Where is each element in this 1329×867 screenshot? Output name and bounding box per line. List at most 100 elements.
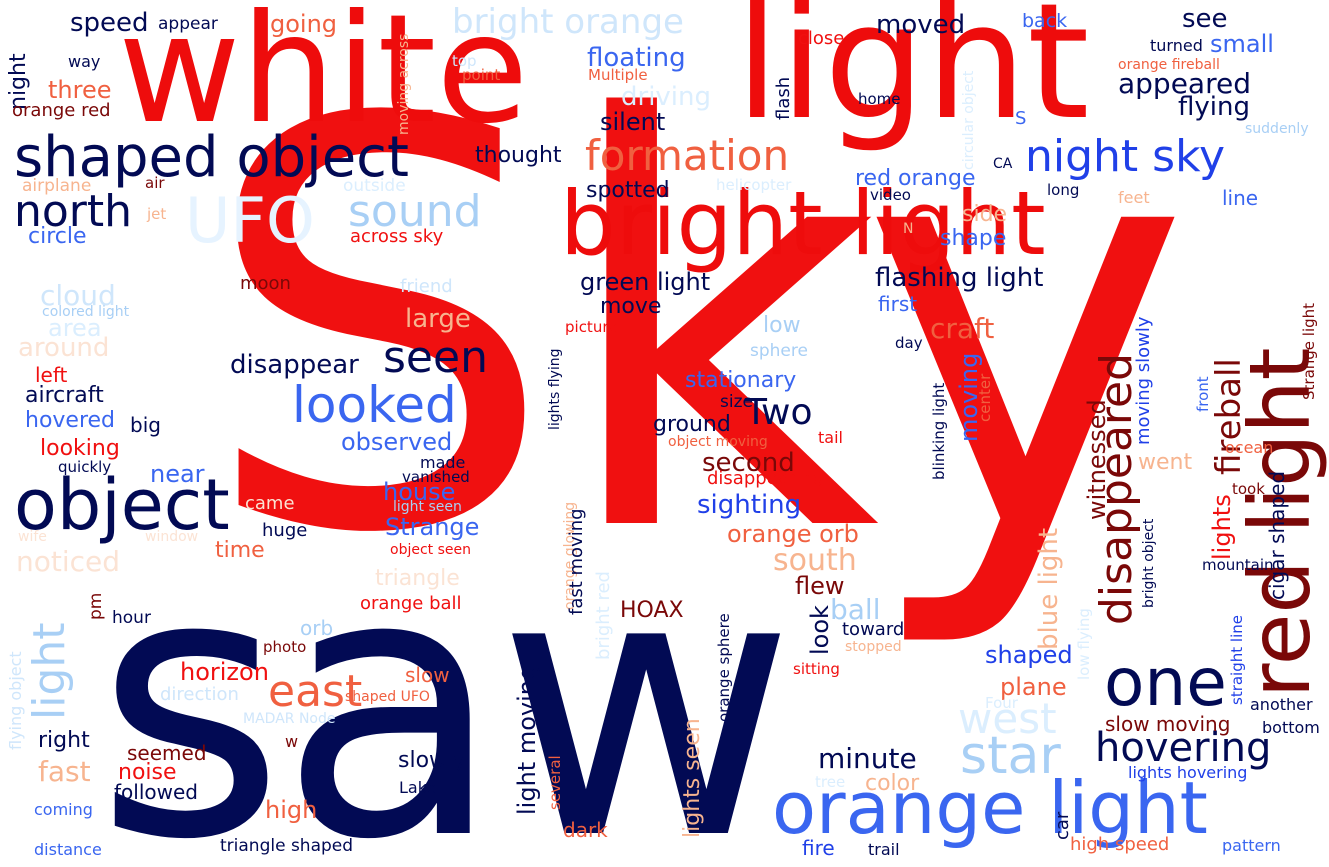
word-saw: saw [95,495,795,867]
word-looking: looking [40,436,120,461]
word-thought: thought [475,143,562,168]
word-two: Two [745,392,813,433]
word-bright-orange: bright orange [452,2,684,42]
word-huge: huge [262,520,308,541]
word-time: time [215,538,265,563]
word-appeared: appeared [1118,67,1251,100]
word-witnessed: witnessed [1083,399,1111,520]
word-look: look [806,605,834,655]
word-south: south [773,543,857,578]
word-orange-ball: orange ball [360,593,462,614]
word-tail: tail [818,428,843,447]
word-triangle-shaped: triangle shaped [220,836,354,856]
word-flew: flew [795,572,845,600]
word-three: three [48,76,112,104]
word-took: took [1232,480,1265,498]
word-sphere: sphere [750,341,808,361]
word-around: around [18,333,110,363]
word-silent: silent [600,108,666,136]
word-object: object [14,464,230,546]
word-first: first [878,292,918,316]
word-airplane: airplane [22,176,92,196]
word-outside: outside [343,176,406,196]
word-size: size [720,392,753,412]
word-multiple: Multiple [588,66,648,84]
word-object-seen: object seen [390,542,471,558]
word-bright-light: bright light [560,172,1046,275]
word-helicopter: helicopter [716,176,792,194]
word-pm: hour [112,608,151,628]
word-vanished: vanished [402,468,470,486]
word-flying-object: flying object [6,651,25,750]
word-light-top: light [735,0,1090,155]
word-pattern: pattern [1222,836,1281,855]
word-speed: speed [70,8,149,38]
word-way: way [68,52,101,71]
word-bottom: bottom [1262,718,1320,737]
word-flashing-light: flashing light [875,263,1044,293]
word-made: made [420,453,466,472]
word-long: long [1047,181,1080,199]
word-colored-light: colored light [42,304,130,320]
word-lights-seen: lights seen [680,718,705,838]
word-looked: looked [292,376,457,434]
word-followed: followed [114,780,198,804]
word-went: went [1138,450,1193,475]
word-hour: pm [86,592,106,620]
word-right: right [38,728,90,753]
word-shape: shape [940,226,1007,251]
word-object-moving: object moving [668,434,768,450]
word-hoax: HOAX [620,598,684,623]
word-lights-flying: lights flying [547,348,563,430]
word-minute: minute [818,742,917,775]
word-mountain: mountain [1202,556,1274,574]
word-triangle: triangle [375,566,460,591]
word-n: N [903,221,914,237]
word-orange-red: orange red [12,100,111,121]
word-aircraft: aircraft [25,383,104,408]
word-east: east [268,666,363,717]
word-w: w [285,732,299,751]
word-center: center [976,373,994,422]
word-low: low [763,313,801,338]
word-spotted: spotted [586,178,670,203]
word-fast: fast [38,755,91,788]
word-distance: distance [34,840,102,859]
word-jet: jet [147,205,167,223]
word-fast-moving: fast moving [566,508,587,615]
word-turned: turned [1150,36,1203,55]
word-stationary: stationary [685,368,797,393]
word-ocean: ocean [1225,438,1274,457]
word-front: front [1194,376,1212,412]
word-near: near [150,460,205,488]
word-hovering: hovering [1095,725,1272,771]
word-area: area [48,314,102,342]
word-friend: friend [400,276,453,297]
word-orange-light: orange light [772,766,1208,850]
word-trail: trail [868,840,900,859]
word-window: window [145,529,199,545]
word-red-orange: red orange [855,166,976,191]
word-slow: slow [405,663,450,687]
word-moving-slowly: moving slowly [1133,316,1154,445]
word-top: top [452,52,477,70]
word-horizon: horizon [180,658,269,686]
word-high: high [265,796,318,824]
word-toward: toward [842,619,905,640]
word-flying: flying [1178,92,1250,122]
word-green-light: green light [580,268,711,296]
word-side: side [962,202,1008,227]
word-quickly: quickly [58,458,112,476]
word-orb: orb [300,616,334,640]
word-fireball: fireball [1209,358,1249,475]
word-slow-moving: slow moving [1105,712,1231,736]
word-cloud: cloud [40,279,116,312]
word-video: video [870,186,911,204]
word-sky: Sky [200,4,1192,656]
word-shaped-object: shaped object [14,125,409,190]
word-blinking-light: blinking light [930,382,948,480]
word-flash: flash [773,76,794,120]
word-noticed: noticed [16,545,121,578]
word-formation: formation [585,131,790,180]
